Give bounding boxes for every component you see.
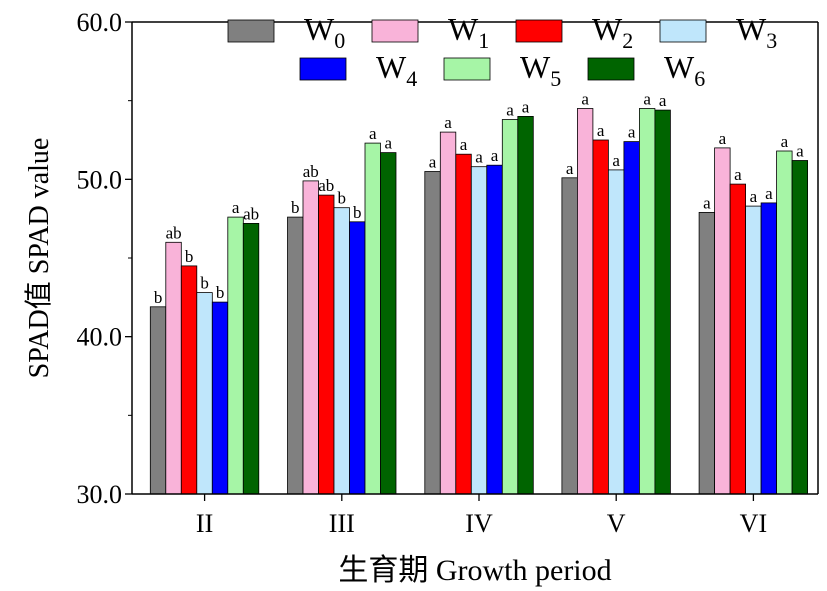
bar-IV-w6 [517, 116, 534, 495]
bar-V-w4 [623, 141, 640, 495]
sig-label-IV-w2: a [460, 135, 468, 154]
bar-III-w3 [333, 207, 350, 495]
legend-label-w0: W0 [304, 11, 345, 53]
bar-VI-w2 [729, 183, 746, 495]
bar-VI-w3 [745, 205, 762, 495]
sig-label-V-w4: a [628, 123, 636, 142]
bar-III-w5 [364, 142, 381, 495]
sig-label-V-w0: a [566, 159, 574, 178]
sig-label-IV-w3: a [475, 148, 483, 167]
legend-label-w1: W1 [448, 11, 489, 53]
y-tick-label-40.0: 40.0 [77, 323, 123, 352]
y-axis-label: SPAD值 SPAD value [23, 138, 55, 379]
sig-label-V-w5: a [643, 90, 651, 109]
sig-label-VI-w1: a [719, 129, 727, 148]
sig-label-III-w2: ab [318, 176, 334, 195]
legend-label-w3: W3 [736, 11, 777, 53]
sig-label-II-w0: b [154, 288, 163, 307]
bar-IV-w2 [455, 153, 472, 495]
bar-II-w6 [242, 222, 260, 495]
sig-label-II-w5: a [232, 198, 240, 217]
bar-V-w1 [577, 108, 594, 495]
bar-V-w0 [561, 177, 578, 495]
bar-III-w6 [380, 152, 397, 495]
x-tick-label-IV: IV [465, 509, 493, 538]
sig-label-III-w0: b [291, 198, 300, 217]
bar-II-w3 [196, 292, 213, 495]
bar-IV-w5 [501, 119, 519, 495]
bar-II-w5 [227, 216, 244, 495]
y-tick-label-60.0: 60.0 [77, 8, 123, 37]
x-axis-label: 生育期 Growth period [338, 554, 611, 587]
legend-swatch-w0 [227, 19, 275, 43]
x-tick-label-II: II [196, 509, 213, 538]
sig-label-IV-w1: a [444, 113, 452, 132]
sig-label-II-w1: ab [166, 223, 182, 242]
sig-label-IV-w0: a [429, 153, 437, 172]
x-tick-label-V: V [607, 509, 626, 538]
sig-label-V-w2: a [597, 121, 605, 140]
sig-label-IV-w5: a [506, 101, 514, 120]
bar-VI-w1 [714, 147, 731, 495]
bar-III-w2 [318, 194, 335, 495]
bar-IV-w1 [439, 131, 457, 495]
legend: W0 W1 W2 W3 W4 W5 W6 [227, 11, 777, 91]
sig-label-III-w1: ab [303, 162, 319, 181]
y-tick-label-50.0: 50.0 [77, 165, 123, 194]
sig-label-VI-w0: a [703, 193, 711, 212]
sig-label-VI-w6: a [796, 142, 804, 161]
bar-VI-w4 [760, 202, 777, 495]
sig-label-VI-w5: a [781, 132, 789, 151]
sig-label-II-w6: ab [243, 204, 259, 223]
sig-label-VI-w3: a [750, 187, 758, 206]
legend-label-w6: W6 [664, 49, 705, 91]
sig-label-VI-w2: a [734, 165, 742, 184]
bar-V-w6 [654, 109, 671, 495]
sig-label-II-w3: b [200, 274, 209, 293]
bar-VI-w0 [698, 211, 715, 495]
legend-label-w2: W2 [592, 11, 633, 53]
sig-label-V-w3: a [612, 151, 620, 170]
bar-IV-w4 [486, 164, 503, 495]
sig-label-III-w5: a [369, 124, 377, 143]
bar-VI-w5 [776, 150, 793, 495]
bar-III-w0 [287, 216, 304, 495]
legend-swatch-w4 [299, 57, 347, 81]
bar-V-w2 [592, 139, 609, 495]
sig-label-V-w6: a [659, 91, 667, 110]
sig-label-III-w6: a [385, 134, 393, 153]
x-tick-label-VI: VI [740, 509, 767, 538]
bar-II-w2 [180, 265, 198, 495]
sig-label-II-w2: b [185, 247, 194, 266]
bar-II-w4 [211, 301, 229, 495]
bar-IV-w3 [470, 166, 488, 495]
bar-VI-w6 [791, 160, 808, 495]
legend-swatch-w2 [515, 19, 563, 43]
sig-label-VI-w4: a [765, 184, 773, 203]
bar-V-w5 [639, 108, 656, 495]
legend-swatch-w1 [371, 19, 419, 43]
legend-swatch-w6 [587, 57, 635, 81]
sig-label-IV-w6: a [522, 97, 530, 116]
legend-swatch-w3 [659, 19, 707, 43]
x-tick-label-III: III [329, 509, 355, 538]
y-tick-label-30.0: 30.0 [77, 480, 123, 509]
sig-label-II-w4: b [216, 283, 225, 302]
sig-label-III-w3: b [338, 189, 347, 208]
sig-label-IV-w4: a [491, 146, 499, 165]
legend-label-w5: W5 [520, 49, 561, 91]
bar-II-w1 [165, 241, 182, 495]
legend-swatch-w5 [443, 57, 491, 81]
sig-label-V-w1: a [581, 90, 589, 109]
bar-V-w3 [608, 169, 625, 495]
bar-III-w4 [349, 221, 366, 495]
sig-label-III-w4: b [353, 203, 362, 222]
bar-IV-w0 [424, 171, 441, 495]
bar-III-w1 [302, 180, 319, 495]
bar-II-w0 [149, 306, 167, 495]
legend-label-w4: W4 [376, 49, 417, 91]
